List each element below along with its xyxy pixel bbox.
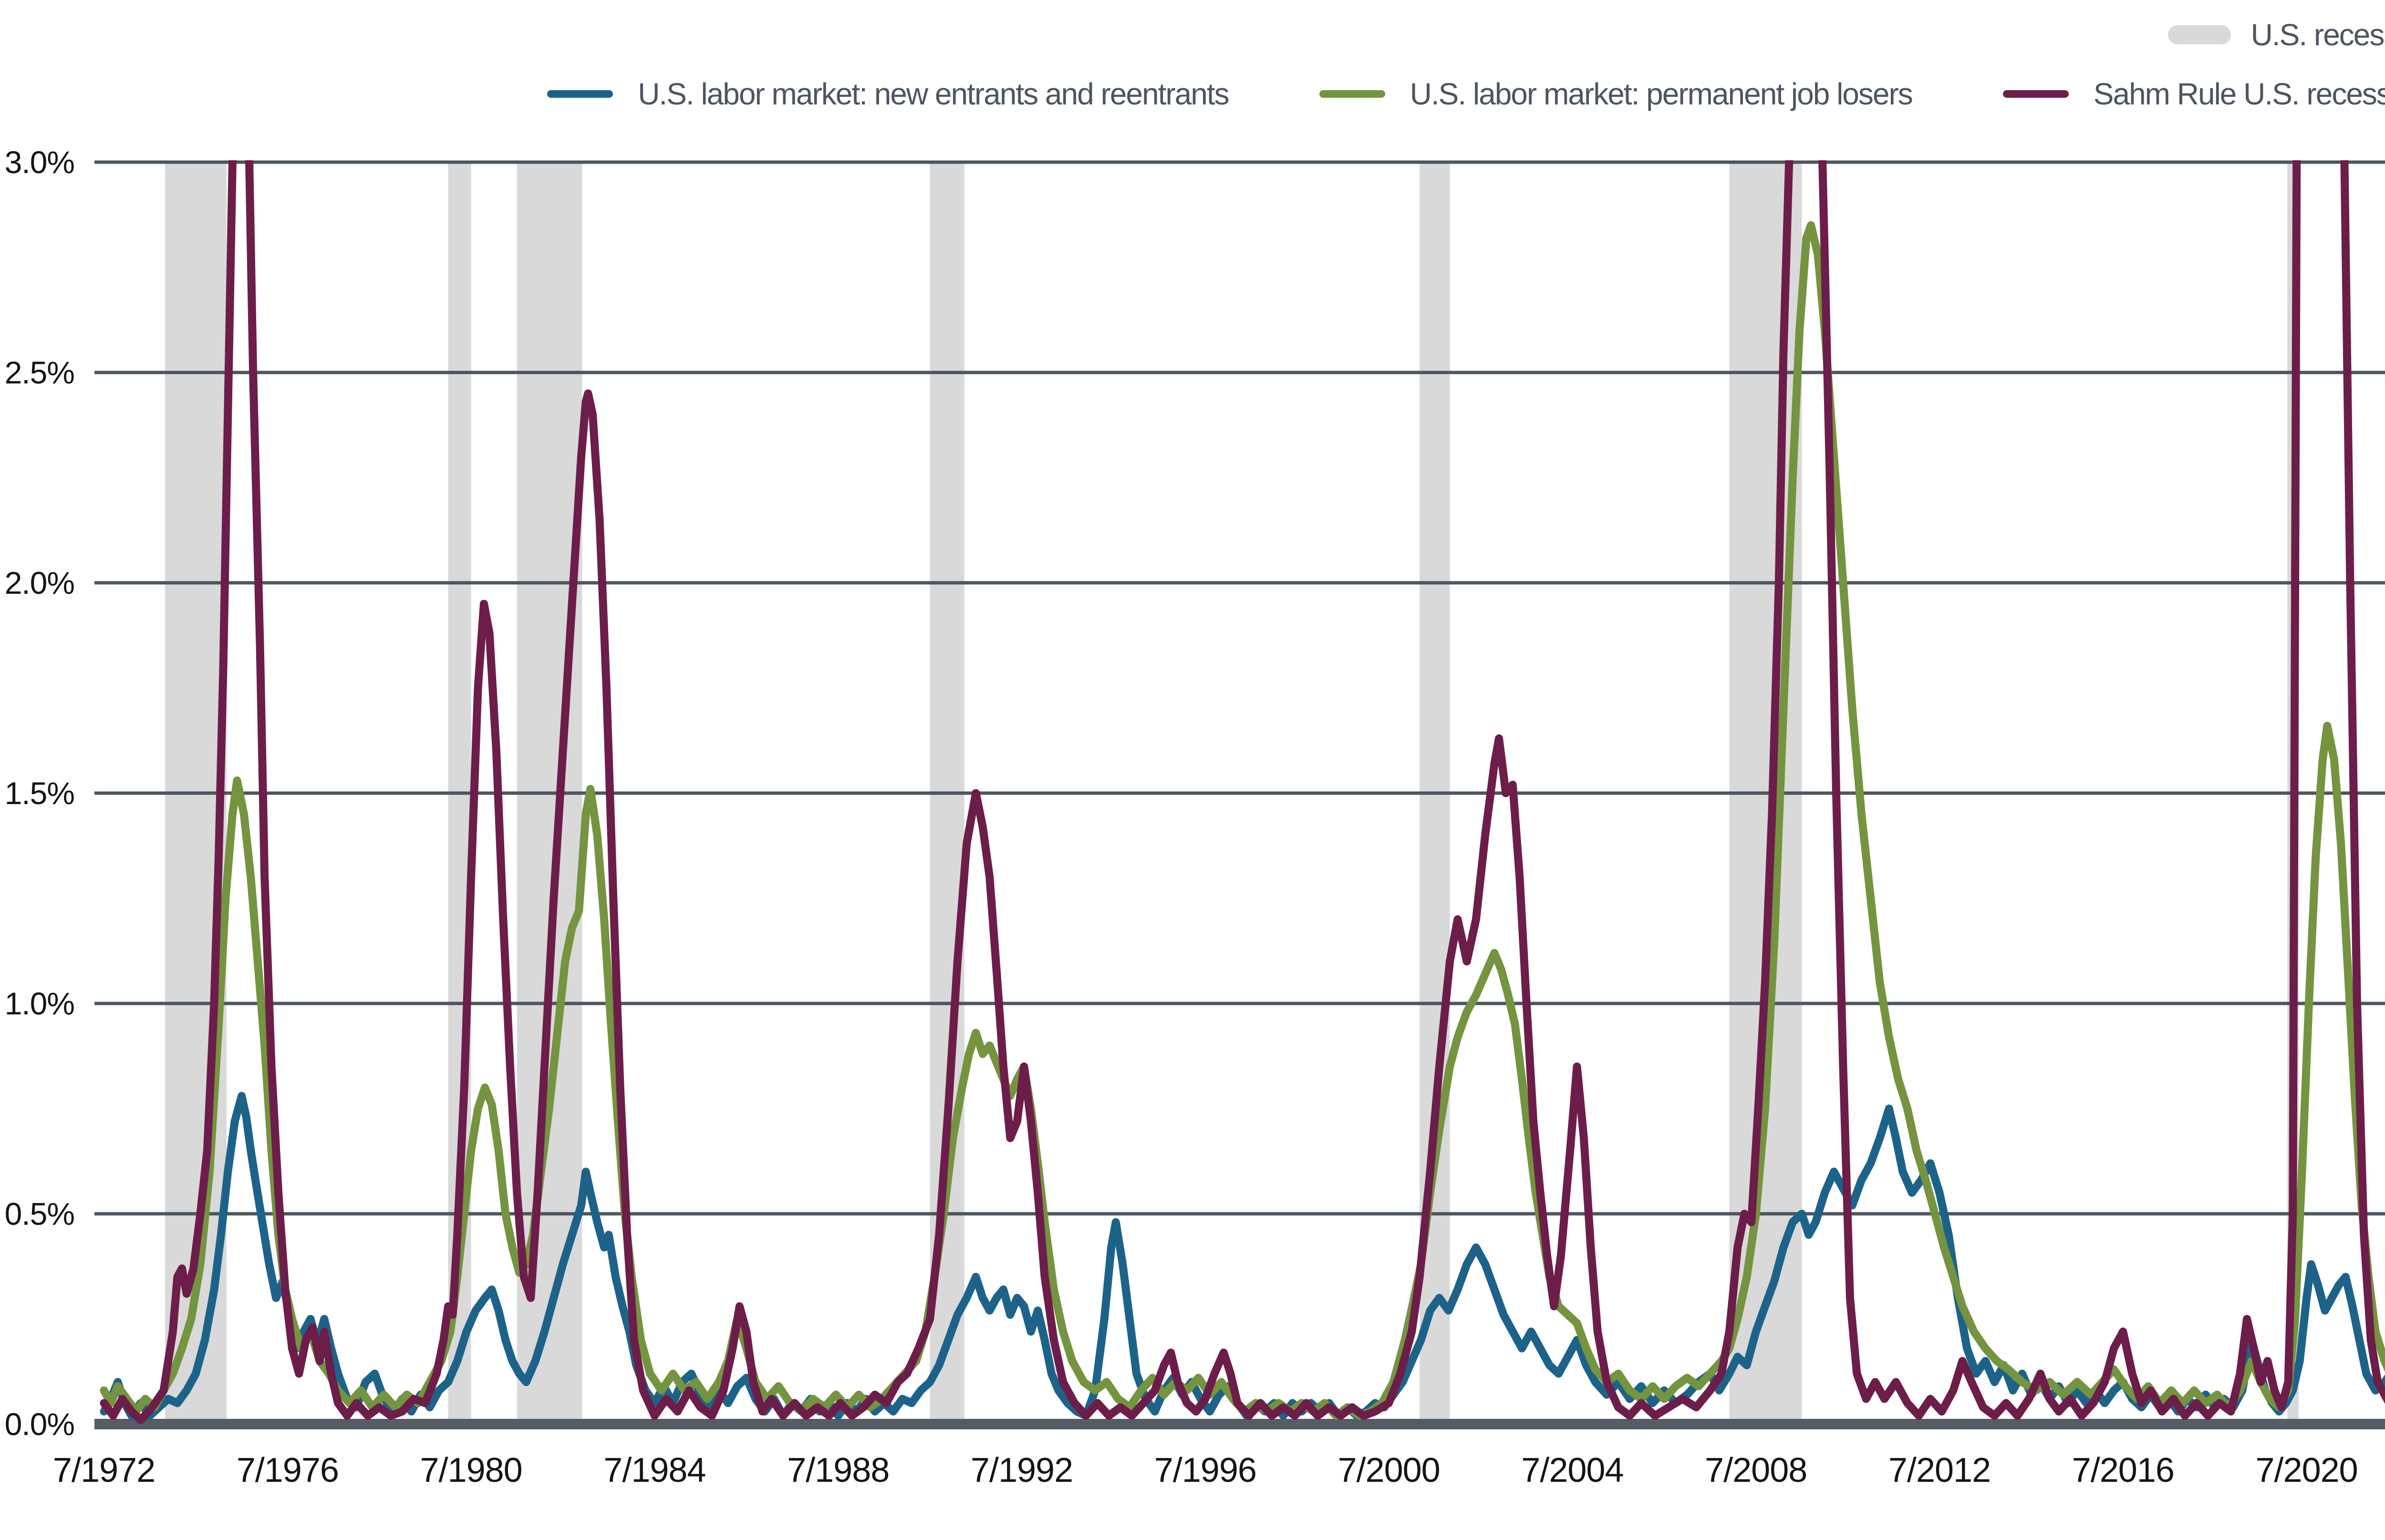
legend-new-entrants-label: U.S. labor market: new entrants and reen… bbox=[638, 77, 1229, 111]
sahm-rule-line-swatch bbox=[2002, 90, 2069, 98]
x-tick-label: 7/2000 bbox=[1338, 1451, 1440, 1489]
y-tick-label: 0.0% bbox=[4, 1406, 75, 1442]
legend-permanent-job-losers-label: U.S. labor market: permanent job losers bbox=[1410, 77, 1913, 111]
legend-recession-row: U.S. recession (NBER) bbox=[2167, 17, 2385, 52]
x-tick-label: 7/2012 bbox=[1888, 1451, 1991, 1489]
legend-recession-label: U.S. recession (NBER) bbox=[2250, 18, 2385, 52]
legend-item-new-entrants: U.S. labor market: new entrants and reen… bbox=[547, 76, 1230, 112]
legend-series-row: U.S. labor market: new entrants and reen… bbox=[547, 76, 2385, 112]
x-tick-label: 7/2008 bbox=[1705, 1451, 1807, 1489]
y-tick-label: 0.5% bbox=[4, 1196, 75, 1231]
x-tick-label: 7/2016 bbox=[2072, 1451, 2175, 1489]
legend-item-sahm-rule: Sahm Rule U.S. recession indicator bbox=[2002, 76, 2385, 112]
x-tick-label: 7/1972 bbox=[52, 1451, 156, 1489]
recession-band-swatch bbox=[2167, 25, 2231, 44]
y-tick-label: 2.0% bbox=[4, 565, 75, 600]
x-tick-label: 7/1996 bbox=[1154, 1451, 1257, 1489]
legend-sahm-rule-label: Sahm Rule U.S. recession indicator bbox=[2093, 77, 2385, 111]
y-tick-label: 2.5% bbox=[4, 355, 75, 390]
y-tick-label: 1.0% bbox=[4, 986, 75, 1021]
x-tick-label: 7/1992 bbox=[970, 1451, 1073, 1489]
series-lines-group bbox=[100, 160, 2385, 1424]
new-entrants-line bbox=[100, 1092, 2385, 1420]
permanent-job-losers-line bbox=[100, 221, 2385, 1420]
permanent-job-losers-line-swatch bbox=[1319, 90, 1385, 98]
x-tick-label: 7/1984 bbox=[603, 1451, 706, 1489]
x-tick-label: 7/1988 bbox=[787, 1451, 890, 1489]
legend-item-permanent-job-losers: U.S. labor market: permanent job losers bbox=[1319, 76, 1913, 112]
x-tick-label: 7/2004 bbox=[1521, 1451, 1624, 1489]
x-tick-label: 7/1980 bbox=[420, 1451, 522, 1489]
x-tick-label: 7/2020 bbox=[2255, 1451, 2358, 1489]
y-tick-label: 3.0% bbox=[4, 145, 75, 180]
y-tick-label: 1.5% bbox=[4, 775, 75, 811]
sahm-rule-line bbox=[100, 160, 2385, 1424]
gridlines-group bbox=[94, 160, 2385, 1216]
new-entrants-line-swatch bbox=[547, 90, 613, 98]
x-tick-label: 7/1976 bbox=[236, 1451, 339, 1489]
